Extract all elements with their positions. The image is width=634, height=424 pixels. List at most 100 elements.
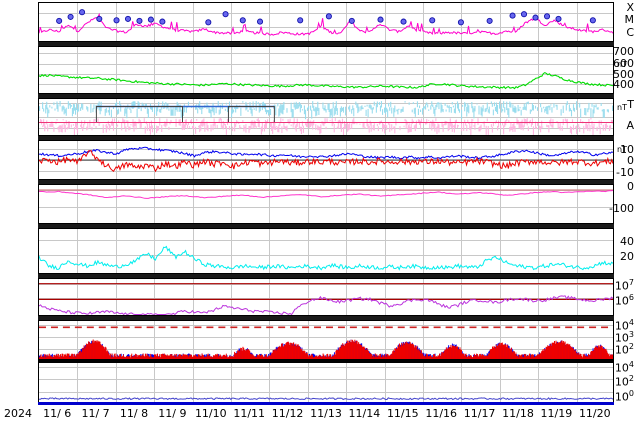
proton-flux-sample [296, 344, 298, 360]
alpha-sample [503, 125, 505, 135]
vertical-gridline [499, 47, 501, 93]
proton-flux-sample [335, 350, 337, 360]
proton-flux-sample [199, 354, 201, 360]
temperature-sample [65, 107, 67, 116]
temperature-sample [63, 106, 65, 115]
proton-flux-sample [427, 356, 429, 360]
proton-flux-sample [421, 353, 423, 360]
proton-flux-sample [594, 347, 596, 360]
alpha-sample [104, 125, 106, 127]
alpha-sample [221, 125, 223, 129]
vertical-gridline [538, 185, 540, 223]
proton-flux-sample [61, 353, 63, 360]
vertical-gridline [461, 47, 463, 93]
temperature-sample [341, 107, 344, 111]
proton-flux-sample [565, 345, 567, 360]
proton-flux-sample [125, 356, 127, 360]
temperature-sample [247, 109, 249, 112]
proton-flux-sample [465, 353, 467, 360]
alpha-sample [552, 119, 554, 128]
proton-flux-sample [393, 351, 395, 360]
temperature-sample [208, 106, 210, 113]
temperature-sample [301, 109, 303, 111]
temperature-sample [310, 105, 312, 111]
vertical-gridline [576, 321, 578, 361]
ytick-proton-high-1e3: 103 [614, 330, 634, 345]
temperature-sample [108, 106, 110, 116]
vertical-gridline [346, 279, 348, 315]
proton-flux-sample [408, 343, 410, 360]
alpha-sample [339, 120, 341, 129]
x-axis-tick-12: 11/18 [502, 407, 534, 420]
temperature-sample [602, 109, 604, 118]
proton-flux-sample [597, 347, 599, 360]
proton-flux-sample [65, 353, 67, 360]
proton-flux-sample [563, 342, 565, 360]
alpha-sample [406, 121, 408, 125]
temperature-sample [358, 106, 360, 112]
proton-flux-sample [187, 356, 189, 360]
vertical-gridline [269, 321, 271, 361]
proton-flux-sample [434, 355, 436, 360]
flare-marker [159, 18, 166, 25]
vertical-gridline [576, 229, 578, 273]
proton-flux-sample [538, 354, 540, 360]
vertical-gridline [576, 363, 578, 402]
alpha-sample [245, 124, 247, 133]
proton-flux-sample [383, 354, 385, 360]
proton-flux-sample [517, 354, 519, 360]
proton-flux-sample [269, 355, 271, 360]
vertical-gridline [154, 321, 156, 361]
proton-flux-sample [422, 353, 424, 360]
proton-flux-sample [131, 353, 133, 360]
alpha-sample [286, 125, 288, 132]
proton-flux-sample [354, 339, 356, 360]
proton-flux-sample [455, 345, 457, 360]
proton-flux-sample [95, 340, 97, 360]
temperature-sample [265, 109, 268, 115]
proton-flux-sample [506, 346, 508, 360]
alpha-sample [587, 124, 589, 131]
proton-flux-sample [47, 354, 49, 360]
x-axis-bar [38, 402, 614, 405]
proton-flux-sample [425, 355, 427, 360]
temp-alpha-trace [39, 101, 613, 135]
alpha-sample [511, 126, 513, 130]
proton-flux-sample [67, 353, 69, 360]
alpha-sample [49, 124, 51, 128]
alpha-sample [195, 126, 197, 134]
proton-flux-sample [165, 354, 167, 360]
temperature-sample [277, 103, 279, 107]
temperature-sample [96, 107, 98, 110]
proton-flux-sample [440, 354, 442, 360]
proton-flux-sample [214, 355, 216, 360]
vertical-gridline [461, 321, 463, 361]
proton-flux-sample [355, 342, 357, 360]
alpha-sample [395, 118, 397, 126]
proton-flux-sample [597, 345, 599, 360]
alpha-sample [430, 121, 432, 123]
proton-flux-sample [148, 353, 150, 360]
proton-flux-sample [451, 345, 453, 360]
temperature-sample [281, 104, 283, 114]
proton-flux-sample [528, 355, 530, 360]
proton-flux-sample [426, 354, 428, 360]
proton-flux-sample [595, 346, 597, 360]
alpha-sample [66, 127, 68, 130]
vertical-gridline [461, 363, 463, 402]
proton-flux-sample [417, 350, 419, 360]
temperature-sample [201, 107, 203, 115]
alpha-sample [429, 123, 431, 129]
proton-flux-sample [96, 342, 98, 360]
proton-flux-sample [469, 356, 471, 360]
proton-flux-sample [392, 351, 394, 360]
temperature-sample [304, 109, 307, 120]
x-axis-tick-1: 11/ 7 [81, 407, 110, 420]
vertical-gridline [269, 279, 271, 315]
vertical-gridline [307, 3, 309, 41]
alpha-sample [583, 125, 585, 134]
temperature-sample [514, 105, 516, 114]
temperature-sample [480, 106, 482, 116]
temperature-sample [348, 106, 350, 110]
alpha-sample [202, 119, 204, 127]
